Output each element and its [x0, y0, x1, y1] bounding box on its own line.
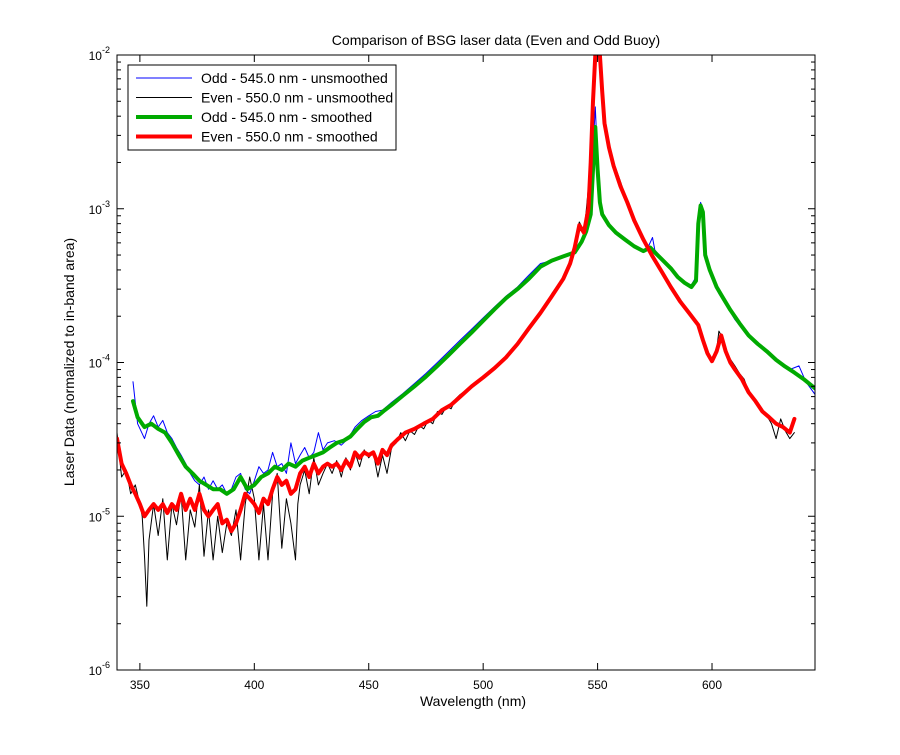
plot-frame [116, 54, 816, 671]
x-tick-label: 500 [473, 678, 493, 692]
y-tick-label: 10-4 [89, 353, 110, 371]
x-tick-label: 400 [244, 678, 264, 692]
series-line-3 [117, 55, 797, 534]
legend: Odd - 545.0 nm - unsmoothed Even - 550.0 … [127, 64, 397, 151]
chart-title: Comparison of BSG laser data (Even and O… [332, 32, 660, 48]
legend-label-1: Even - 550.0 nm - unsmoothed [201, 90, 393, 106]
plot-background [117, 55, 815, 670]
x-tick-label: 550 [588, 678, 608, 692]
legend-label-2: Odd - 545.0 nm - smoothed [201, 109, 372, 125]
y-tick-exponent: -4 [102, 353, 110, 363]
x-axis-label: Wavelength (nm) [420, 693, 526, 709]
series-line-2 [131, 125, 815, 496]
y-tick-label: 10-3 [89, 199, 110, 217]
y-tick-exponent: -3 [102, 199, 110, 209]
x-tick-label: 450 [359, 678, 379, 692]
x-tick-label: 350 [130, 678, 150, 692]
y-tick-exponent: -2 [102, 45, 110, 55]
y-axis-label: Laser Data (normalized to in-band area) [61, 238, 77, 486]
y-tick-exponent: -6 [102, 660, 110, 670]
y-tick-base: 10 [89, 203, 103, 217]
series-layer [117, 55, 815, 607]
y-tick-exponent: -5 [102, 506, 110, 516]
y-tick-label: 10-5 [89, 506, 110, 524]
x-tick-label: 600 [702, 678, 722, 692]
y-tick-base: 10 [89, 49, 103, 63]
legend-label-0: Odd - 545.0 nm - unsmoothed [201, 70, 388, 86]
y-tick-label: 10-6 [89, 660, 110, 678]
y-tick-base: 10 [89, 510, 103, 524]
y-tick-base: 10 [89, 664, 103, 678]
y-tick-base: 10 [89, 357, 103, 371]
y-tick-label: 10-2 [89, 45, 110, 63]
legend-label-3: Even - 550.0 nm - smoothed [201, 129, 378, 145]
